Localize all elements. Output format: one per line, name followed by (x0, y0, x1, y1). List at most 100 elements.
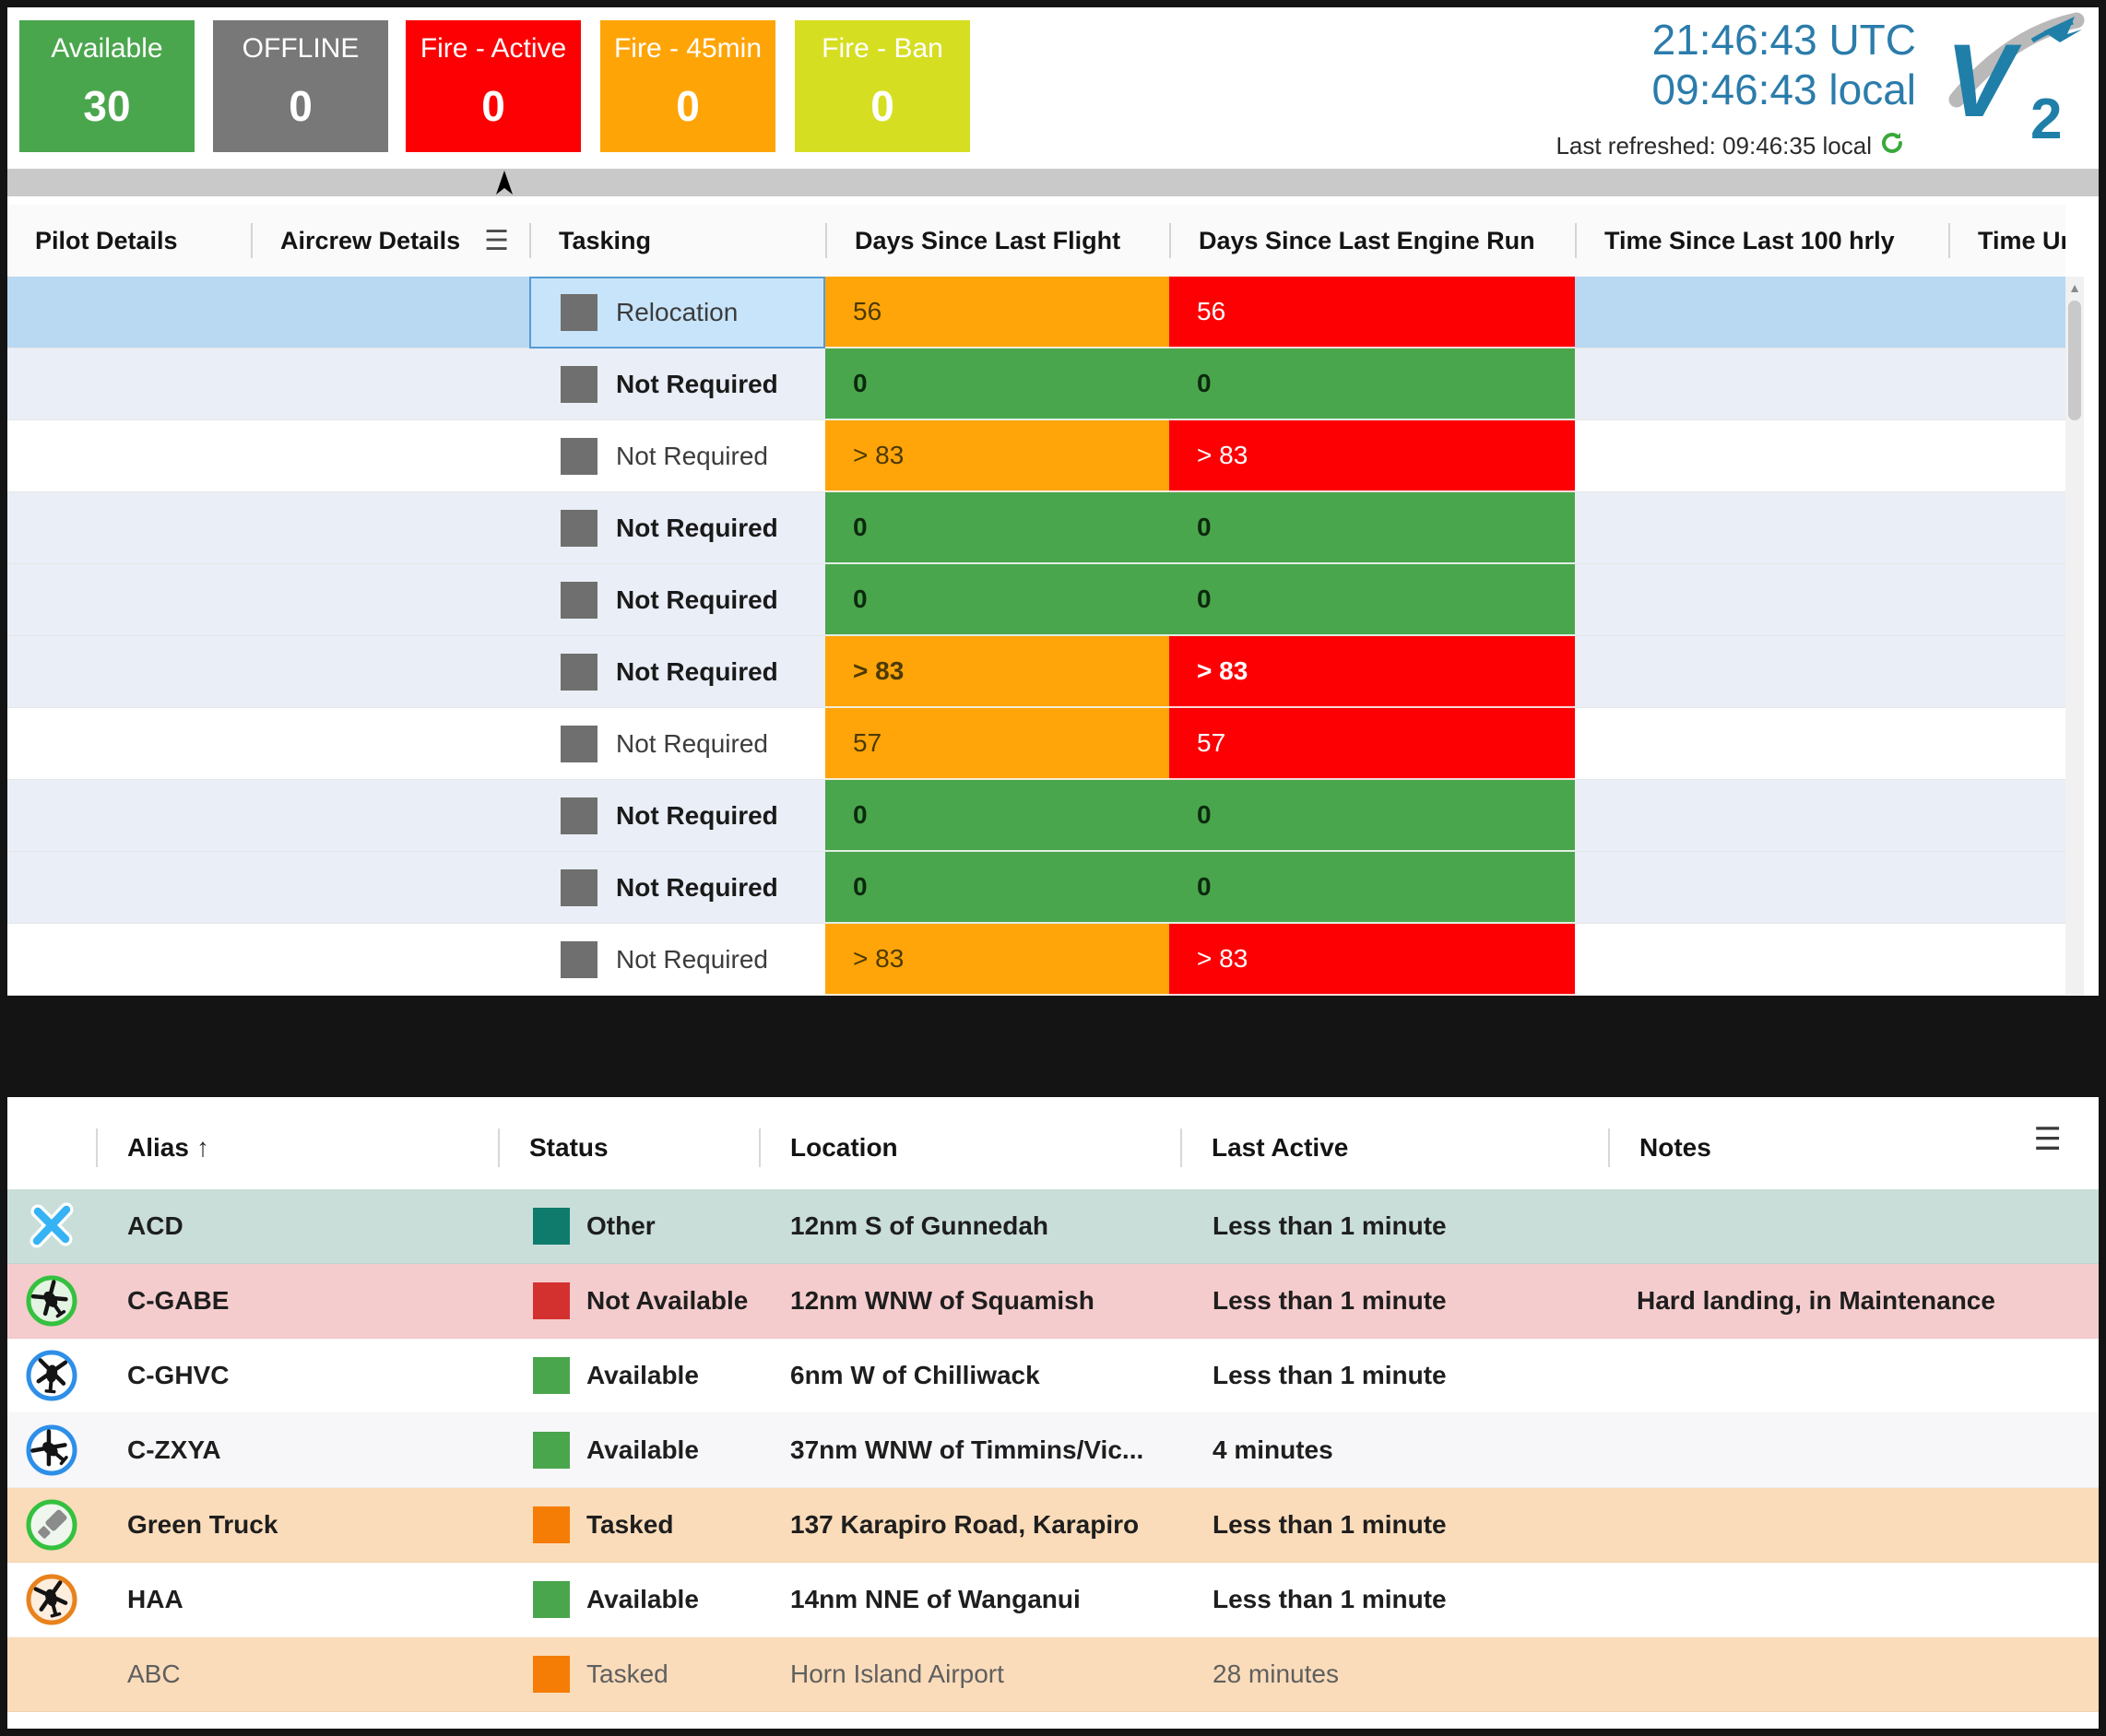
status-card-fire-ban[interactable]: Fire - Ban 0 (795, 20, 970, 152)
days-since-last-flight-cell[interactable]: > 83 (825, 420, 1169, 492)
column-header-pilot-details[interactable]: Pilot Details (35, 226, 178, 254)
days-since-last-engine-run-cell[interactable]: 57 (1169, 708, 1575, 780)
status-card-fire-45min[interactable]: Fire - 45min 0 (600, 20, 775, 152)
time-since-last-100-hrly-cell[interactable] (1575, 780, 1948, 852)
fleet-row[interactable]: ABC Tasked Horn Island Airport 28 minutes (7, 1637, 2099, 1712)
hamburger-icon[interactable]: ☰ (2033, 1122, 2062, 1157)
aircrew-details-cell[interactable] (251, 277, 529, 348)
status-card-fire-active[interactable]: Fire - Active 0 (406, 20, 581, 152)
aircraft-row[interactable]: Relocation 56 56 (7, 277, 2065, 348)
column-header-alias[interactable]: Alias ↑ (96, 1106, 498, 1189)
tasking-cell[interactable]: Not Required (529, 420, 825, 492)
aircrew-details-cell[interactable] (251, 348, 529, 420)
aircrew-details-cell[interactable] (251, 420, 529, 492)
time-since-last-100-hrly-cell[interactable] (1575, 636, 1948, 708)
time-until-next-cell[interactable] (1948, 420, 2065, 492)
aircraft-row[interactable]: Not Required 0 0 (7, 348, 2065, 420)
days-since-last-engine-run-cell[interactable]: 0 (1169, 780, 1575, 852)
column-header-notes[interactable]: Notes (1608, 1106, 2099, 1189)
tasking-cell[interactable]: Not Required (529, 852, 825, 924)
days-since-last-flight-cell[interactable]: 57 (825, 708, 1169, 780)
aircraft-row[interactable]: Not Required > 83 > 83 (7, 420, 2065, 492)
column-header-last-active[interactable]: Last Active (1180, 1106, 1608, 1189)
days-since-last-flight-cell[interactable]: 56 (825, 277, 1169, 348)
days-since-last-engine-run-cell[interactable]: 0 (1169, 852, 1575, 924)
hamburger-icon[interactable]: ☰ (484, 225, 509, 256)
aircraft-row[interactable]: Not Required > 83 > 83 (7, 636, 2065, 708)
aircraft-row[interactable]: Not Required > 83 > 83 (7, 924, 2065, 996)
status-card-available[interactable]: Available 30 (19, 20, 195, 152)
days-since-last-flight-cell[interactable]: 0 (825, 492, 1169, 564)
pilot-details-cell[interactable] (7, 348, 251, 420)
time-until-next-cell[interactable] (1948, 277, 2065, 348)
days-since-last-engine-run-cell[interactable]: > 83 (1169, 636, 1575, 708)
status-card-offline[interactable]: OFFLINE 0 (213, 20, 388, 152)
tasking-cell[interactable]: Not Required (529, 348, 825, 420)
days-since-last-flight-cell[interactable]: > 83 (825, 924, 1169, 996)
pilot-details-cell[interactable] (7, 277, 251, 348)
column-header-time-until-next[interactable]: Time Until N (1948, 205, 2065, 277)
pilot-details-cell[interactable] (7, 564, 251, 636)
fleet-row[interactable]: C-GABE Not Available 12nm WNW of Squamish L… (7, 1264, 2099, 1339)
days-since-last-flight-cell[interactable]: 0 (825, 852, 1169, 924)
time-until-next-cell[interactable] (1948, 708, 2065, 780)
time-until-next-cell[interactable] (1948, 780, 2065, 852)
days-since-last-flight-cell[interactable]: 0 (825, 564, 1169, 636)
time-until-next-cell[interactable] (1948, 636, 2065, 708)
time-since-last-100-hrly-cell[interactable] (1575, 924, 1948, 996)
aircrew-details-cell[interactable] (251, 852, 529, 924)
time-since-last-100-hrly-cell[interactable] (1575, 348, 1948, 420)
aircraft-row[interactable]: Not Required 0 0 (7, 564, 2065, 636)
vertical-scrollbar[interactable]: ▲ (2065, 277, 2084, 996)
pilot-details-cell[interactable] (7, 924, 251, 996)
fleet-row[interactable]: C-ZXYA Available 37nm WNW of Timmins/Vic..… (7, 1413, 2099, 1488)
days-since-last-engine-run-cell[interactable]: > 83 (1169, 420, 1575, 492)
aircraft-row[interactable]: Not Required 0 0 (7, 492, 2065, 564)
days-since-last-flight-cell[interactable]: 0 (825, 780, 1169, 852)
pilot-details-cell[interactable] (7, 636, 251, 708)
time-since-last-100-hrly-cell[interactable] (1575, 277, 1948, 348)
tasking-cell[interactable]: Not Required (529, 924, 825, 996)
refresh-icon[interactable] (1879, 130, 1905, 162)
scrollbar-thumb[interactable] (2068, 301, 2081, 420)
time-since-last-100-hrly-cell[interactable] (1575, 564, 1948, 636)
days-since-last-engine-run-cell[interactable]: 0 (1169, 348, 1575, 420)
column-header-status[interactable]: Status (498, 1106, 759, 1189)
tasking-cell[interactable]: Not Required (529, 492, 825, 564)
tasking-cell[interactable]: Not Required (529, 708, 825, 780)
column-header-location[interactable]: Location (759, 1106, 1180, 1189)
days-since-last-flight-cell[interactable]: > 83 (825, 636, 1169, 708)
time-since-last-100-hrly-cell[interactable] (1575, 708, 1948, 780)
tasking-cell[interactable]: Relocation (529, 277, 825, 348)
aircrew-details-cell[interactable] (251, 780, 529, 852)
scroll-up-arrow-icon[interactable]: ▲ (2068, 280, 2081, 295)
aircrew-details-cell[interactable] (251, 708, 529, 780)
days-since-last-engine-run-cell[interactable]: > 83 (1169, 924, 1575, 996)
column-header-days-since-last-flight[interactable]: Days Since Last Flight (825, 205, 1169, 277)
days-since-last-flight-cell[interactable]: 0 (825, 348, 1169, 420)
tasking-cell[interactable]: Not Required (529, 780, 825, 852)
column-header-tasking[interactable]: Tasking (529, 205, 825, 277)
time-until-next-cell[interactable] (1948, 492, 2065, 564)
column-header-aircrew-details[interactable]: Aircrew Details ☰ (251, 205, 529, 277)
aircrew-details-cell[interactable] (251, 492, 529, 564)
pilot-details-cell[interactable] (7, 708, 251, 780)
days-since-last-engine-run-cell[interactable]: 0 (1169, 564, 1575, 636)
pilot-details-cell[interactable] (7, 780, 251, 852)
days-since-last-engine-run-cell[interactable]: 56 (1169, 277, 1575, 348)
pilot-details-cell[interactable] (7, 492, 251, 564)
pilot-details-cell[interactable] (7, 852, 251, 924)
time-since-last-100-hrly-cell[interactable] (1575, 492, 1948, 564)
days-since-last-engine-run-cell[interactable]: 0 (1169, 492, 1575, 564)
aircrew-details-cell[interactable] (251, 636, 529, 708)
time-until-next-cell[interactable] (1948, 924, 2065, 996)
time-until-next-cell[interactable] (1948, 852, 2065, 924)
fleet-row[interactable]: C-GHVC Available 6nm W of Chilliwack Less t… (7, 1339, 2099, 1413)
aircraft-row[interactable]: Not Required 57 57 (7, 708, 2065, 780)
aircrew-details-cell[interactable] (251, 564, 529, 636)
time-since-last-100-hrly-cell[interactable] (1575, 420, 1948, 492)
column-header-time-since-last-100-hrly[interactable]: Time Since Last 100 hrly (1575, 205, 1948, 277)
tasking-cell[interactable]: Not Required (529, 564, 825, 636)
time-since-last-100-hrly-cell[interactable] (1575, 852, 1948, 924)
time-until-next-cell[interactable] (1948, 564, 2065, 636)
